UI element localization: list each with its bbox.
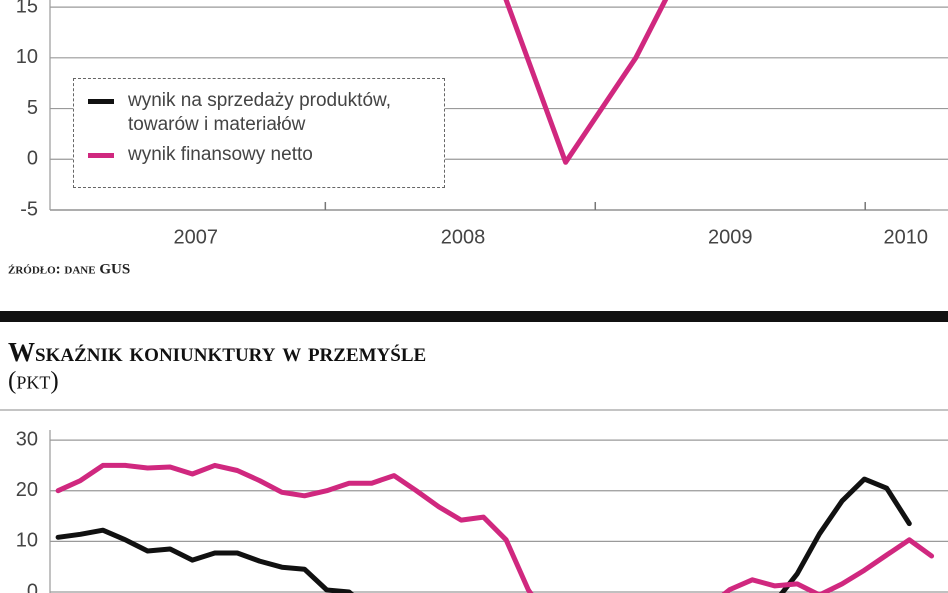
series-line — [55, 476, 912, 593]
plot — [55, 462, 935, 593]
y-tick-label: 0 — [27, 148, 38, 170]
x-tick-label: 2009 — [708, 226, 753, 248]
series-line — [55, 462, 935, 593]
legend-label: wynik finansowy netto — [128, 144, 313, 165]
legend: wynik na sprzedaży produktów, towarów i … — [73, 78, 445, 188]
y-tick-label: 15 — [16, 0, 38, 17]
chart-title: Wskaźnik koniunktury w przemyśle — [8, 337, 426, 367]
legend-entry: wynik finansowy netto — [88, 143, 444, 167]
chart-subtitle: (pkt) — [8, 368, 59, 395]
source: źródło: dane GUS — [8, 261, 130, 277]
series-line — [503, 0, 669, 165]
legend-label: wynik na sprzedaży produktów, towarów i … — [128, 90, 391, 135]
x-tick-label: 2010 — [883, 226, 928, 248]
plot — [503, 0, 669, 165]
y-tick-label: 5 — [27, 97, 38, 119]
legend-entry: wynik na sprzedaży produktów, towarów i … — [88, 89, 444, 137]
legend-swatch — [88, 153, 114, 158]
y-tick-label: 30 — [16, 428, 38, 450]
y-tick-label: 10 — [16, 530, 38, 552]
y-tick-label: 0 — [27, 580, 38, 593]
x-tick-label: 2007 — [174, 226, 219, 248]
y-tick-label: 10 — [16, 46, 38, 68]
legend-swatch — [88, 99, 114, 104]
separator — [0, 311, 948, 322]
y-tick-label: -5 — [20, 198, 38, 220]
x-tick-label: 2008 — [441, 226, 486, 248]
y-tick-label: 20 — [16, 479, 38, 501]
